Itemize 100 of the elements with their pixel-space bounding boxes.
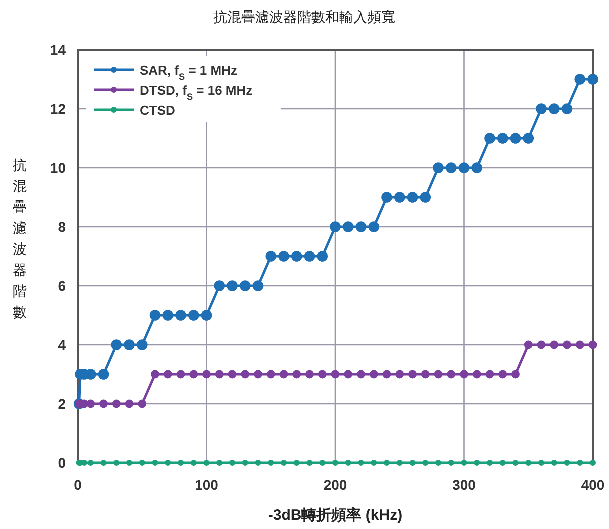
point [345, 460, 352, 466]
point [433, 162, 444, 174]
y-tick-label: 12 [50, 101, 66, 117]
point [382, 370, 392, 379]
point [268, 460, 274, 466]
point [497, 133, 508, 144]
point [165, 460, 172, 466]
point [410, 460, 416, 466]
point [526, 460, 532, 466]
point [204, 460, 210, 466]
point [306, 370, 314, 379]
point [306, 460, 313, 466]
y-tick-label: 6 [58, 278, 66, 294]
point [332, 460, 338, 466]
point [574, 74, 586, 85]
legend-label: CTSD [140, 103, 176, 118]
legend-label: SAR, f$_{S}$ = 1 MHz [140, 63, 238, 82]
point [486, 370, 494, 379]
point [422, 460, 429, 466]
point [512, 370, 520, 379]
point [472, 370, 482, 379]
point [152, 460, 158, 466]
point [461, 460, 468, 466]
point [357, 370, 366, 379]
point [408, 370, 417, 379]
point [86, 400, 96, 408]
point [344, 370, 353, 379]
x-tick-label: 200 [324, 477, 348, 493]
point [216, 460, 223, 466]
point [252, 280, 264, 292]
point [188, 310, 200, 321]
point [241, 370, 250, 379]
point [281, 460, 287, 466]
point [484, 133, 496, 144]
point [176, 370, 186, 379]
point [421, 370, 430, 379]
point [512, 460, 519, 466]
point [538, 460, 544, 466]
point [474, 460, 480, 466]
x-tick-label: 100 [195, 477, 219, 493]
point [164, 370, 172, 379]
point [356, 222, 367, 232]
point [342, 222, 354, 232]
point [125, 400, 134, 408]
point [88, 460, 94, 466]
point [562, 104, 573, 114]
y-axis-title: 抗混疊濾波器階數 [13, 158, 27, 321]
point [176, 310, 186, 321]
point [382, 192, 392, 203]
point [537, 340, 546, 350]
point [266, 370, 276, 379]
point [214, 280, 226, 292]
point [394, 192, 406, 203]
point [460, 370, 468, 379]
point [124, 340, 135, 350]
point [112, 400, 121, 408]
point [472, 162, 483, 174]
point [550, 340, 559, 350]
point [178, 460, 184, 466]
point [291, 251, 302, 262]
point [240, 280, 251, 292]
point [498, 370, 508, 379]
point [396, 370, 404, 379]
x-tick-label: 400 [581, 477, 605, 493]
point [190, 460, 197, 466]
point [230, 460, 236, 466]
point [396, 460, 403, 466]
y-tick-label: 8 [58, 219, 66, 235]
point [255, 460, 262, 466]
point [436, 460, 442, 466]
point [320, 460, 326, 466]
point [190, 370, 198, 379]
y-tick-label: 14 [50, 42, 66, 58]
point [368, 222, 380, 232]
point [407, 192, 418, 203]
point [254, 370, 262, 379]
point [294, 460, 300, 466]
point [358, 460, 364, 466]
point [100, 400, 108, 408]
point [304, 251, 316, 262]
y-tick-label: 0 [58, 455, 66, 471]
point [420, 192, 432, 203]
point [215, 370, 224, 379]
y-tick-label: 10 [50, 160, 66, 176]
point [136, 340, 148, 350]
point [447, 370, 456, 379]
x-tick-label: 0 [74, 477, 82, 493]
point [278, 251, 290, 262]
point [151, 370, 160, 379]
point [458, 162, 470, 174]
point [576, 340, 584, 350]
point [331, 370, 340, 379]
point [577, 460, 584, 466]
point [590, 460, 596, 466]
point [330, 222, 341, 232]
point [448, 460, 454, 466]
point [114, 460, 120, 466]
point [500, 460, 506, 466]
point [564, 460, 570, 466]
legend-label: DTSD, f$_{S}$ = 16 MHz [140, 83, 254, 102]
